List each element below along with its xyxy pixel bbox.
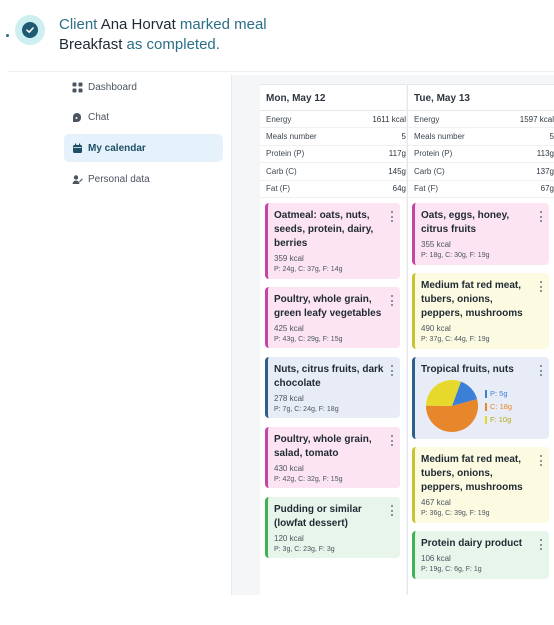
meal-kcal: 430 kcal: [274, 464, 304, 473]
client-name: Ana Horvat: [100, 16, 176, 33]
meal-title: Poultry, whole grain, green leafy vegeta…: [274, 294, 382, 319]
stat-meals-number: Meals number 5: [260, 128, 406, 146]
grid-icon: [72, 82, 83, 93]
unread-dot: [6, 34, 9, 37]
day-column-tue: Tue, May 13 Energy 1597 kcal Meals number…: [408, 84, 554, 595]
more-options-icon[interactable]: [391, 295, 394, 306]
meal-name: Breakfast: [59, 36, 123, 53]
sidebar-item-label: My calendar: [88, 142, 146, 154]
meal-kcal: 355 kcal: [421, 240, 451, 249]
notification-message: Client Ana Horvat marked meal Breakfast …: [59, 16, 267, 53]
sidebar-item-my-calendar[interactable]: My calendar: [64, 134, 223, 162]
meal-macros: P: 43g, C: 29g, F: 15g: [274, 336, 343, 343]
day-column-mon: Mon, May 12 Energy 1611 kcal Meals number…: [260, 84, 406, 595]
more-options-icon[interactable]: [540, 365, 543, 376]
meal-completed-notification: Client Ana Horvat marked meal Breakfast …: [0, 0, 554, 70]
more-options-icon[interactable]: [391, 365, 394, 376]
user-edit-icon: [72, 174, 83, 185]
meal-card[interactable]: Medium fat red meat, tubers, onions, pep…: [412, 273, 549, 349]
sidebar-item-label: Chat: [88, 111, 110, 123]
meal-kcal: 278 kcal: [274, 394, 304, 403]
meal-card[interactable]: Poultry, whole grain, salad, tomato 430 …: [265, 427, 400, 488]
divider: [8, 71, 554, 72]
meal-kcal: 359 kcal: [274, 254, 304, 263]
check-circle-icon: [15, 15, 45, 45]
meal-card[interactable]: Poultry, whole grain, green leafy vegeta…: [265, 287, 400, 348]
sidebar-item-label: Personal data: [88, 173, 150, 185]
meal-title: Medium fat red meat, tubers, onions, pep…: [421, 280, 523, 319]
sidebar-item-personal-data[interactable]: Personal data: [64, 165, 223, 193]
meal-title: Protein dairy product: [421, 538, 523, 549]
more-options-icon[interactable]: [391, 505, 394, 516]
meal-macros: P: 19g, C: 6g, F: 1g: [421, 566, 482, 573]
more-options-icon[interactable]: [540, 455, 543, 466]
stat-energy: Energy 1597 kcal: [408, 111, 554, 129]
meal-macros: P: 18g, C: 30g, F: 19g: [421, 252, 490, 259]
meal-kcal: 106 kcal: [421, 554, 451, 563]
stat-energy: Energy 1611 kcal: [260, 111, 406, 129]
meal-title: Nuts, citrus fruits, dark chocolate: [274, 364, 384, 389]
sidebar-item-dashboard[interactable]: Dashboard: [64, 73, 223, 101]
meal-macros: P: 24g, C: 37g, F: 14g: [274, 266, 343, 273]
more-options-icon[interactable]: [540, 539, 543, 550]
sidebar-item-label: Dashboard: [88, 81, 137, 93]
meal-card[interactable]: Oatmeal: oats, nuts, seeds, protein, dai…: [265, 203, 400, 279]
stat-fat: Fat (F) 64g: [260, 181, 406, 198]
pie-slice-protein: [452, 381, 478, 406]
day-title: Mon, May 12: [260, 84, 406, 111]
stat-meals-number: Meals number 5: [408, 128, 554, 146]
meal-macros: P: 42g, C: 32g, F: 15g: [274, 476, 343, 483]
meal-title: Oatmeal: oats, nuts, seeds, protein, dai…: [274, 210, 374, 249]
meal-macros: P: 36g, C: 39g, F: 19g: [421, 510, 490, 517]
meal-title: Tropical fruits, nuts: [421, 364, 514, 375]
more-options-icon[interactable]: [540, 211, 543, 222]
stat-carb: Carb (C) 137g: [408, 163, 554, 181]
legend-fat: F: 10g: [485, 413, 512, 426]
meal-kcal: 467 kcal: [421, 498, 451, 507]
more-options-icon[interactable]: [391, 211, 394, 222]
stat-fat: Fat (F) 67g: [408, 181, 554, 198]
stat-protein: Protein (P) 113g: [408, 146, 554, 164]
meal-card[interactable]: Tropical fruits, nuts P: 5g C: 18g F: 10…: [412, 357, 549, 439]
meal-kcal: 120 kcal: [274, 534, 304, 543]
pie-slice-carb: [426, 399, 478, 432]
sidebar-item-chat[interactable]: Chat: [64, 103, 223, 131]
stat-protein: Protein (P) 117g: [260, 146, 406, 164]
column-divider: [407, 84, 408, 595]
meal-macros: P: 7g, C: 24g, F: 18g: [274, 406, 339, 413]
meal-macros: P: 3g, C: 23g, F: 3g: [274, 546, 335, 553]
macro-pie-chart: [425, 379, 481, 433]
legend-carb: C: 18g: [485, 400, 512, 413]
meal-title: Medium fat red meat, tubers, onions, pep…: [421, 454, 523, 493]
meal-card[interactable]: Oats, eggs, honey, citrus fruits 355 kca…: [412, 203, 549, 265]
calendar-icon: [72, 143, 83, 154]
more-options-icon[interactable]: [540, 281, 543, 292]
chat-icon: [72, 112, 83, 123]
legend-protein: P: 5g: [485, 387, 512, 400]
day-title: Tue, May 13: [408, 84, 554, 111]
stat-carb: Carb (C) 145g: [260, 163, 406, 181]
meal-card[interactable]: Pudding or similar (lowfat dessert) 120 …: [265, 497, 400, 558]
pie-slice-fat: [426, 380, 461, 406]
calendar-panel: Mon, May 12 Energy 1611 kcal Meals number…: [231, 75, 554, 595]
meal-card[interactable]: Medium fat red meat, tubers, onions, pep…: [412, 447, 549, 523]
meal-kcal: 425 kcal: [274, 324, 304, 333]
more-options-icon[interactable]: [391, 435, 394, 446]
meal-title: Oats, eggs, honey, citrus fruits: [421, 210, 510, 235]
pie-legend: P: 5g C: 18g F: 10g: [485, 387, 512, 426]
meal-macros: P: 37g, C: 44g, F: 19g: [421, 336, 490, 343]
meal-title: Poultry, whole grain, salad, tomato: [274, 434, 372, 459]
meal-title: Pudding or similar (lowfat dessert): [274, 504, 362, 529]
meal-card[interactable]: Protein dairy product 106 kcal P: 19g, C…: [412, 531, 549, 579]
meal-card[interactable]: Nuts, citrus fruits, dark chocolate 278 …: [265, 357, 400, 418]
meal-kcal: 490 kcal: [421, 324, 451, 333]
